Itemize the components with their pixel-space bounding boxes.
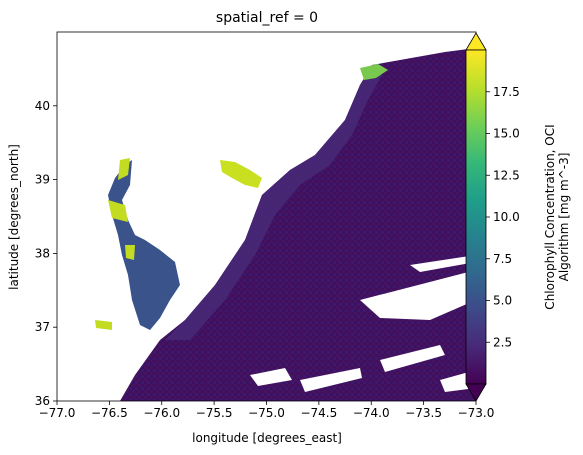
y-tick-label: 40 bbox=[35, 99, 50, 113]
x-tick-label: −73.0 bbox=[458, 406, 495, 420]
colorbar-ticks: 2.5 5.0 7.5 10.0 12.5 15.0 17.5 bbox=[486, 85, 520, 349]
x-tick-label: −74.0 bbox=[353, 406, 390, 420]
colorbar-label-line-2: Algorithm [mg m^-3] bbox=[557, 153, 571, 282]
region-shelf-waters bbox=[165, 65, 382, 340]
colorbar-label-line-1: Chlorophyll Concentration, OCI bbox=[543, 124, 557, 309]
x-axis-label: longitude [degrees_east] bbox=[192, 431, 342, 445]
colorbar-tick-label: 10.0 bbox=[493, 210, 520, 224]
heatmap bbox=[57, 32, 476, 401]
colorbar-gradient bbox=[465, 49, 487, 385]
x-tick-label: −74.5 bbox=[300, 406, 337, 420]
chart-title: spatial_ref = 0 bbox=[216, 10, 318, 26]
x-tick-label: −75.0 bbox=[248, 406, 285, 420]
colorbar-tick-label: 15.0 bbox=[493, 127, 520, 141]
y-tick-label: 38 bbox=[35, 246, 50, 260]
x-tick-label: −73.5 bbox=[405, 406, 442, 420]
x-tick-label: −75.5 bbox=[196, 406, 233, 420]
x-tick-label: −77.0 bbox=[39, 406, 76, 420]
colorbar-tick-label: 7.5 bbox=[493, 252, 512, 266]
colorbar-extend-bottom bbox=[465, 383, 487, 402]
x-tick-label: −76.5 bbox=[91, 406, 128, 420]
x-axis-ticks: −77.0 −76.5 −76.0 −75.5 −75.0 −74.5 −74.0 −73.5… bbox=[39, 401, 495, 420]
y-tick-label: 36 bbox=[35, 394, 50, 408]
region-northern-coast bbox=[360, 64, 388, 80]
y-tick-label: 37 bbox=[35, 320, 50, 334]
x-tick-label: −76.0 bbox=[143, 406, 180, 420]
y-tick-label: 39 bbox=[35, 173, 50, 187]
region-delaware-bay-coast bbox=[220, 160, 262, 188]
y-axis-label: latitude [degrees_north] bbox=[7, 144, 21, 290]
colorbar-tick-label: 17.5 bbox=[493, 85, 520, 99]
colorbar-tick-label: 12.5 bbox=[493, 168, 520, 182]
colorbar-tick-label: 2.5 bbox=[493, 335, 512, 349]
colorbar-tick-label: 5.0 bbox=[493, 294, 512, 308]
region-chesapeake-bay bbox=[108, 160, 180, 330]
y-axis-ticks: 36 37 38 39 40 bbox=[35, 99, 57, 408]
colorbar: 2.5 5.0 7.5 10.0 12.5 15.0 17.5 Chlorophyll Co… bbox=[465, 32, 571, 402]
